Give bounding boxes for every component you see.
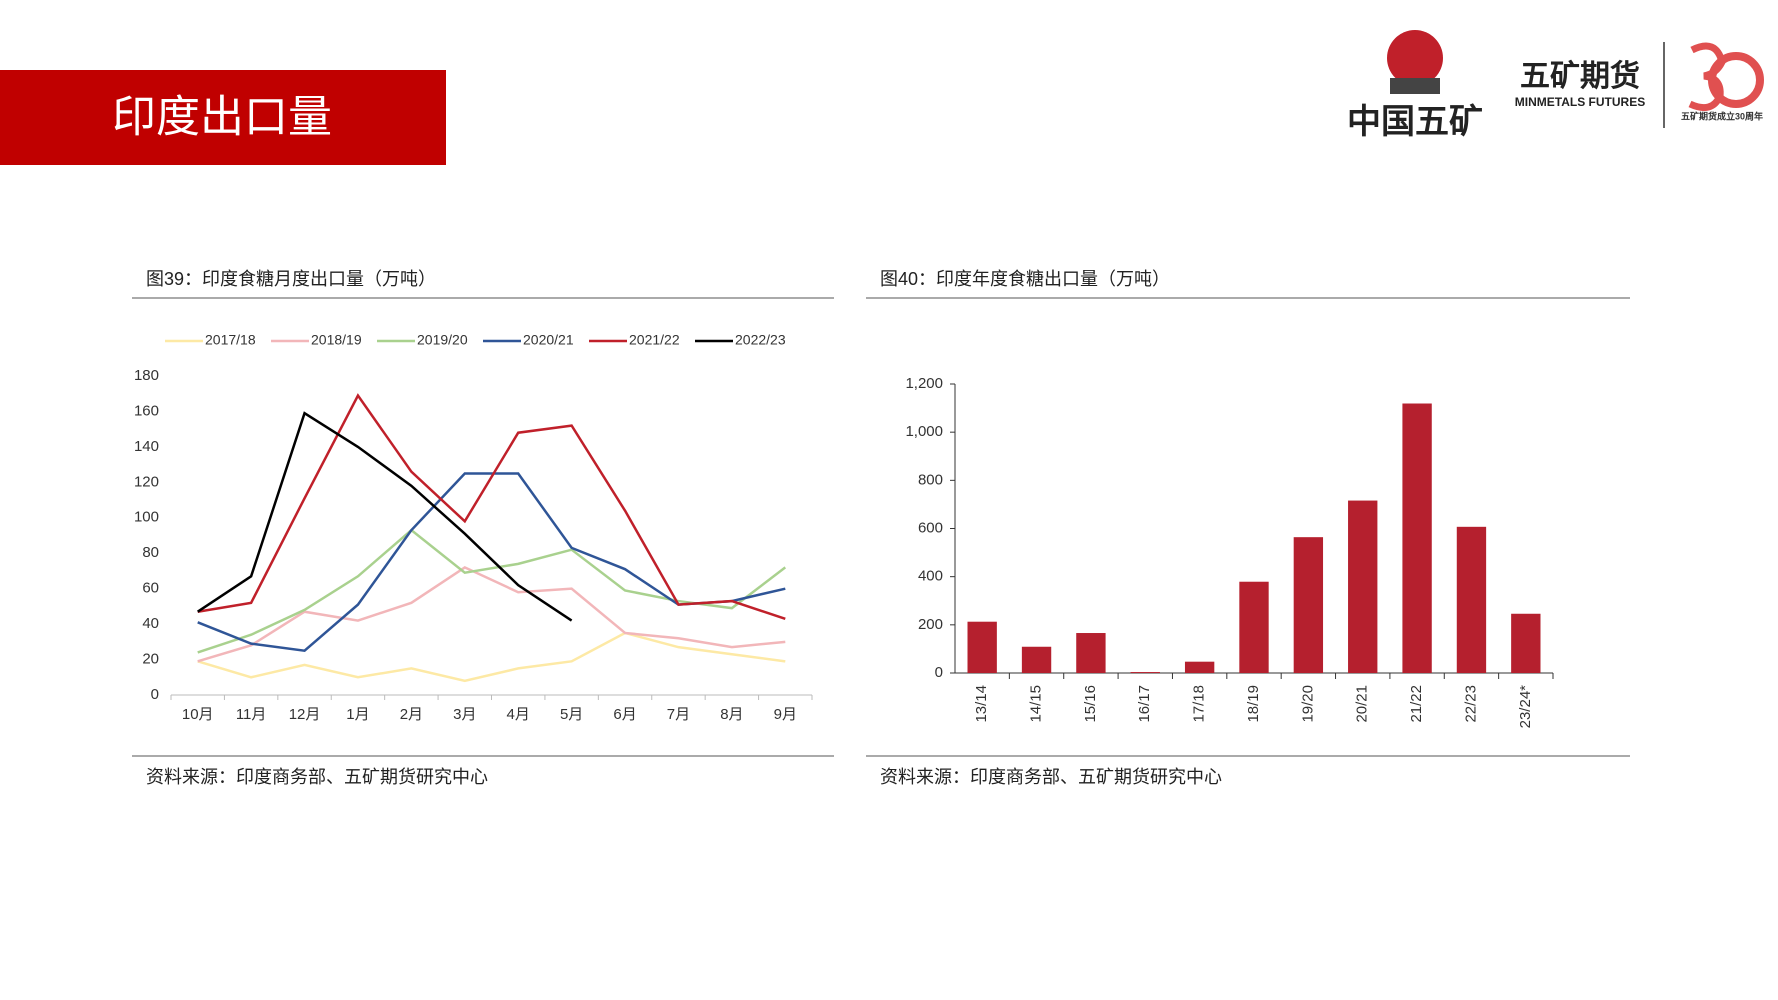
- x-tick-label: 16/17: [1136, 685, 1153, 723]
- y-tick-label: 180: [134, 367, 159, 384]
- bar: [1076, 633, 1106, 673]
- y-tick-label: 600: [918, 519, 943, 536]
- x-tick-label: 22/23: [1462, 685, 1479, 723]
- bar: [1511, 613, 1541, 673]
- logo-30: 五矿期货成立30周年: [1681, 42, 1764, 121]
- x-tick-label: 12月: [289, 706, 321, 723]
- x-tick-label: 20/21: [1354, 685, 1371, 723]
- y-tick-label: 400: [918, 568, 943, 585]
- y-tick-label: 1,000: [905, 423, 943, 440]
- legend-label: 2020/21: [523, 332, 574, 348]
- y-tick-label: 140: [134, 438, 159, 455]
- x-tick-label: 11月: [236, 706, 267, 723]
- anniv-text: 五矿期货成立30周年: [1681, 110, 1763, 121]
- legend-label: 2018/19: [311, 332, 362, 348]
- bar: [967, 621, 997, 673]
- bar: [1184, 661, 1215, 673]
- x-tick-label: 15/16: [1082, 685, 1099, 723]
- bar: [1130, 672, 1160, 673]
- x-tick-label: 21/22: [1408, 685, 1425, 723]
- x-tick-label: 9月: [774, 706, 797, 723]
- x-tick-label: 8月: [720, 706, 743, 723]
- x-tick-label: 4月: [507, 706, 530, 723]
- logo-cn-text: 中国五矿: [1347, 103, 1483, 141]
- bar: [1239, 581, 1269, 673]
- x-tick-label: 5月: [560, 706, 583, 723]
- y-tick-label: 80: [142, 544, 159, 561]
- series-line: [197, 411, 573, 622]
- y-tick-label: 200: [918, 616, 943, 633]
- chart-title: 图39：印度食糖月度出口量（万吨）: [146, 269, 436, 289]
- logo-brand: 五矿期货: [1520, 59, 1640, 93]
- bar: [1293, 537, 1324, 673]
- legend-label: 2021/22: [629, 332, 680, 348]
- y-tick-label: 800: [918, 471, 943, 488]
- y-tick-label: 0: [151, 686, 159, 703]
- bar: [1456, 526, 1487, 673]
- series-line: [197, 631, 786, 683]
- x-tick-label: 1月: [346, 706, 369, 723]
- series-line: [197, 565, 786, 663]
- chart-source: 资料来源：印度商务部、五矿期货研究中心: [880, 767, 1222, 787]
- legend-label: 2017/18: [205, 332, 256, 348]
- x-tick-label: 23/24*: [1517, 685, 1534, 729]
- y-tick-label: 160: [134, 402, 159, 419]
- y-tick-label: 1,200: [905, 375, 943, 392]
- x-tick-label: 19/20: [1299, 685, 1316, 723]
- bar: [1402, 403, 1432, 673]
- legend-label: 2022/23: [735, 332, 786, 348]
- y-tick-label: 120: [134, 473, 159, 490]
- bar: [1348, 500, 1378, 673]
- x-tick-label: 6月: [613, 706, 636, 723]
- x-tick-label: 14/15: [1028, 685, 1045, 723]
- series-line: [197, 528, 787, 654]
- bar: [1021, 646, 1052, 673]
- y-tick-label: 100: [134, 509, 159, 526]
- page-title: 印度出口量: [112, 93, 332, 142]
- x-tick-label: 3月: [453, 706, 476, 723]
- x-tick-label: 18/19: [1245, 685, 1262, 723]
- logo-brand-en: MINMETALS FUTURES: [1515, 95, 1645, 109]
- x-tick-label: 10月: [182, 706, 214, 723]
- y-tick-label: 20: [142, 651, 159, 668]
- x-tick-label: 17/18: [1191, 685, 1208, 723]
- logo-cn: 中国五矿: [1347, 30, 1483, 141]
- legend-label: 2019/20: [417, 332, 468, 348]
- header-band: [0, 70, 446, 165]
- x-tick-label: 7月: [667, 706, 690, 723]
- y-tick-label: 0: [935, 664, 943, 681]
- y-tick-label: 60: [142, 580, 159, 597]
- x-tick-label: 13/14: [973, 685, 990, 723]
- chart-title: 图40：印度年度食糖出口量（万吨）: [880, 269, 1170, 289]
- chart-source: 资料来源：印度商务部、五矿期货研究中心: [146, 767, 488, 787]
- x-tick-label: 2月: [400, 706, 423, 723]
- series-line: [197, 393, 786, 620]
- y-tick-label: 40: [142, 615, 159, 632]
